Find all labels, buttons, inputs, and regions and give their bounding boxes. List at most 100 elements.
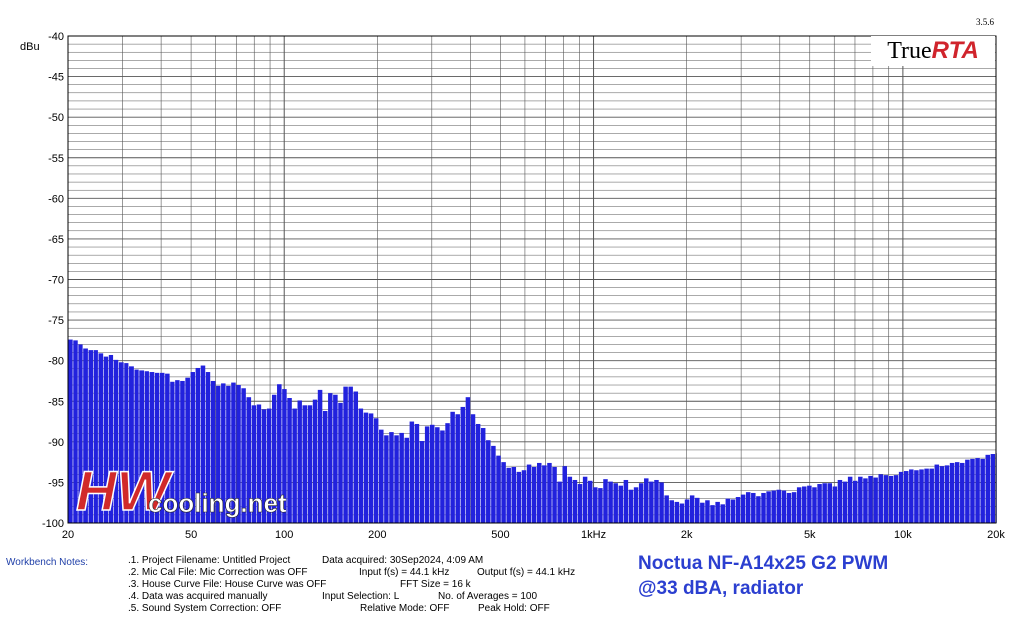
spectrum-bar bbox=[878, 474, 883, 523]
spectrum-bar bbox=[180, 380, 185, 523]
spectrum-bar bbox=[450, 411, 455, 523]
x-tick-label: 20 bbox=[62, 529, 74, 541]
spectrum-bar bbox=[577, 484, 583, 523]
spectrum-bar bbox=[419, 441, 425, 523]
spectrum-bar bbox=[175, 380, 180, 523]
spectrum-bar bbox=[812, 487, 817, 523]
spectrum-bar bbox=[231, 382, 236, 523]
spectrum-bar bbox=[343, 386, 348, 523]
spectrum-bar bbox=[322, 410, 328, 523]
spectrum-bar bbox=[338, 402, 343, 523]
spectrum-bar bbox=[531, 466, 537, 523]
spectrum-bar bbox=[914, 470, 919, 523]
spectrum-bar bbox=[435, 427, 440, 523]
spectrum-bar bbox=[567, 476, 573, 523]
spectrum-bar bbox=[598, 488, 603, 523]
y-tick-label: -70 bbox=[48, 275, 64, 287]
spectrum-bar bbox=[154, 372, 160, 523]
spectrum-bar bbox=[837, 479, 843, 523]
spectrum-bar bbox=[547, 462, 552, 523]
spectrum-bar bbox=[970, 458, 975, 523]
spectrum-bar bbox=[195, 367, 201, 523]
spectrum-bar bbox=[251, 405, 257, 523]
spectrum-bar bbox=[980, 458, 985, 523]
y-tick-label: -100 bbox=[42, 518, 64, 530]
spectrum-bar bbox=[883, 475, 889, 523]
spectrum-bar bbox=[317, 389, 323, 523]
spectrum-bar bbox=[353, 391, 359, 523]
y-tick-label: -55 bbox=[48, 153, 64, 165]
note-line-2-left: .2. Mic Cal File: Mic Correction was OFF bbox=[128, 567, 308, 578]
spectrum-bar bbox=[786, 492, 792, 523]
spectrum-bar bbox=[221, 383, 226, 523]
spectrum-bar bbox=[282, 389, 287, 523]
spectrum-bar bbox=[725, 498, 731, 523]
spectrum-bar bbox=[297, 400, 302, 523]
spectrum-bar bbox=[562, 466, 567, 523]
spectrum-bar bbox=[700, 502, 705, 523]
x-tick-label: 20k bbox=[987, 529, 1005, 541]
spectrum-bar bbox=[965, 459, 970, 523]
spectrum-bar bbox=[312, 399, 318, 523]
spectrum-bar bbox=[292, 408, 297, 523]
spectrum-bar bbox=[929, 468, 934, 523]
spectrum-bar bbox=[68, 339, 73, 523]
spectrum-bar bbox=[781, 490, 787, 523]
spectrum-bar bbox=[608, 481, 613, 523]
spectrum-bar bbox=[501, 462, 506, 524]
spectrum-bar bbox=[761, 492, 766, 523]
spectrum-bar bbox=[455, 414, 460, 523]
truerta-logo: TrueRTA bbox=[871, 36, 995, 66]
spectrum-bar bbox=[144, 371, 149, 523]
spectrum-bar bbox=[975, 458, 980, 523]
x-tick-label: 5k bbox=[804, 529, 816, 541]
spectrum-bar bbox=[368, 413, 374, 523]
x-tick-label: 500 bbox=[491, 529, 509, 541]
spectrum-bar bbox=[205, 372, 211, 523]
spectrum-bar bbox=[796, 487, 802, 523]
spectrum-bar bbox=[694, 497, 700, 523]
spectrum-bar bbox=[93, 350, 98, 523]
spectrum-bar bbox=[745, 492, 751, 523]
spectrum-bar bbox=[113, 359, 119, 523]
spectrum-bar bbox=[271, 394, 277, 523]
note-line-4-mid: Input Selection: L bbox=[322, 591, 400, 602]
spectrum-bar bbox=[277, 384, 282, 523]
spectrum-bar bbox=[333, 394, 338, 523]
spectrum-bar bbox=[705, 500, 710, 523]
spectrum-bar bbox=[88, 350, 94, 523]
spectrum-bar bbox=[261, 409, 267, 523]
spectrum-bar bbox=[170, 381, 175, 523]
spectrum-bar bbox=[613, 483, 618, 523]
note-line-1-mid: Data acquired: 30Sep2024, 4:09 AM bbox=[322, 555, 484, 566]
note-line-5-mid: Relative Mode: OFF bbox=[360, 603, 450, 614]
spectrum-bar bbox=[302, 405, 308, 523]
spectrum-bar bbox=[822, 483, 827, 523]
spectrum-bar bbox=[924, 468, 929, 523]
spectrum-bar bbox=[496, 455, 501, 523]
y-tick-label: -50 bbox=[48, 112, 64, 124]
y-tick-label: -75 bbox=[48, 315, 64, 327]
spectrum-bar bbox=[139, 370, 145, 523]
spectrum-bar bbox=[526, 464, 532, 523]
watermark-hw: HW bbox=[76, 459, 173, 522]
spectrum-bar bbox=[985, 454, 991, 523]
spectrum-bar bbox=[898, 471, 904, 523]
spectrum-bar bbox=[623, 479, 629, 523]
y-tick-label: -90 bbox=[48, 437, 64, 449]
spectrum-bar bbox=[939, 466, 945, 523]
spectrum-bar bbox=[236, 385, 241, 523]
spectrum-bar bbox=[73, 340, 78, 524]
spectrum-bar bbox=[307, 405, 313, 523]
spectrum-bar bbox=[190, 372, 195, 523]
spectrum-bar bbox=[847, 476, 853, 523]
x-tick-label: 50 bbox=[185, 529, 197, 541]
brand-true: True bbox=[887, 38, 932, 64]
spectrum-bar bbox=[735, 497, 741, 523]
spectrum-bar bbox=[475, 423, 481, 523]
spectrum-bar bbox=[791, 492, 797, 523]
spectrum-bar bbox=[771, 490, 776, 523]
spectrum-bar bbox=[817, 484, 822, 523]
spectrum-bar bbox=[134, 369, 139, 523]
y-tick-label: -65 bbox=[48, 234, 64, 246]
